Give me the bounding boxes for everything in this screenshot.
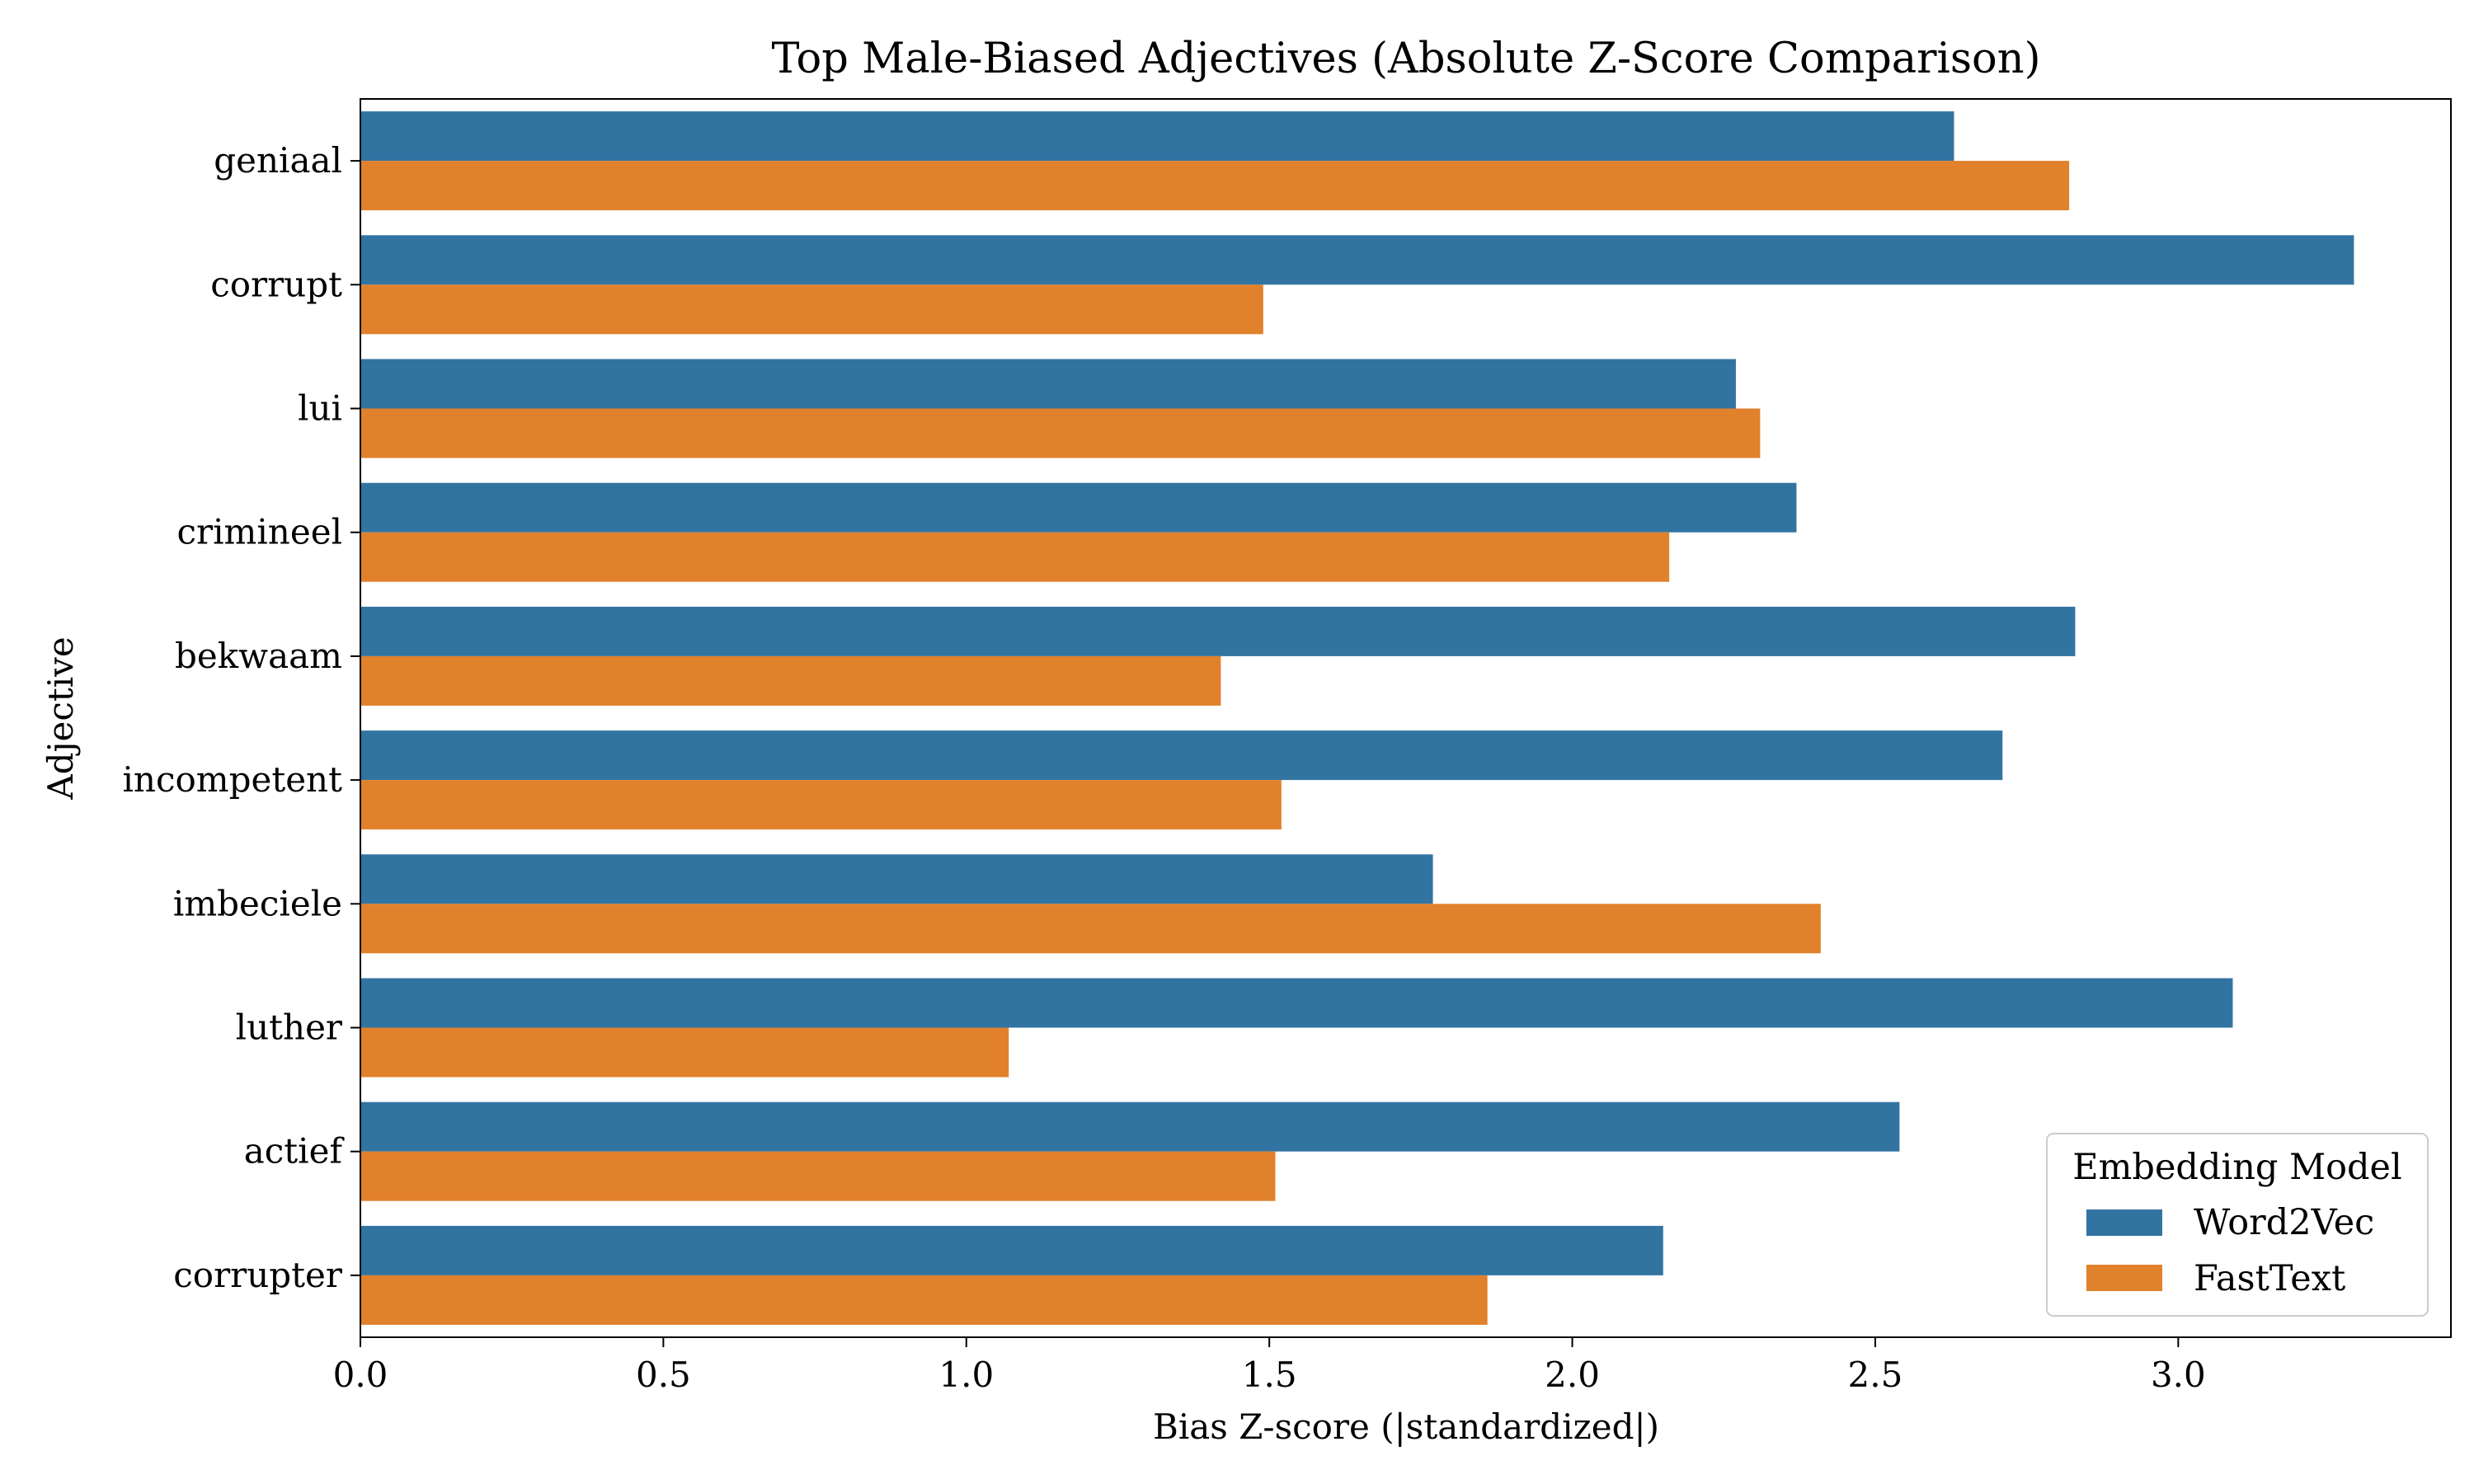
bar-word2vec-imbeciele	[360, 854, 1433, 904]
legend-title: Embedding Model	[2072, 1147, 2401, 1188]
bar-word2vec-bekwaam	[360, 606, 2076, 656]
y-tick-label-imbeciele: imbeciele	[173, 883, 342, 923]
y-tick-label-incompetent: incompetent	[122, 759, 342, 800]
y-tick-label-crimineel: crimineel	[177, 512, 342, 552]
bar-fasttext-crimineel	[360, 532, 1670, 582]
x-tick-label-2-0: 2.0	[1545, 1355, 1600, 1395]
chart-title: Top Male-Biased Adjectives (Absolute Z-S…	[772, 35, 2041, 83]
bar-word2vec-geniaal	[360, 111, 1954, 162]
legend-label-fasttext: FastText	[2194, 1258, 2345, 1299]
bar-word2vec-actief	[360, 1101, 1900, 1152]
x-tick-label-0-5: 0.5	[636, 1355, 691, 1395]
bar-word2vec-corrupt	[360, 235, 2354, 285]
legend-swatch-fasttext	[2086, 1265, 2162, 1291]
x-axis: 0.0 0.5 1.0 1.5 2.0 2.5 3.0	[333, 1337, 2206, 1395]
bar-fasttext-actief	[360, 1151, 1276, 1201]
y-tick-label-bekwaam: bekwaam	[175, 636, 342, 676]
y-tick-label-actief: actief	[244, 1131, 346, 1172]
bar-fasttext-luther	[360, 1027, 1009, 1078]
legend-label-word2vec: Word2Vec	[2194, 1202, 2374, 1243]
bar-word2vec-luther	[360, 978, 2233, 1028]
bar-fasttext-bekwaam	[360, 655, 1221, 706]
x-tick-label-3-0: 3.0	[2151, 1355, 2206, 1395]
bar-fasttext-imbeciele	[360, 904, 1821, 954]
bar-fasttext-corrupter	[360, 1275, 1488, 1325]
bar-word2vec-crimineel	[360, 482, 1797, 533]
y-tick-label-lui: lui	[298, 388, 342, 429]
bar-word2vec-corrupter	[360, 1225, 1663, 1275]
y-tick-label-corrupt: corrupt	[210, 264, 342, 304]
x-tick-label-1-5: 1.5	[1242, 1355, 1297, 1395]
x-tick-label-2-5: 2.5	[1848, 1355, 1903, 1395]
bar-word2vec-incompetent	[360, 730, 2003, 781]
bar-fasttext-corrupt	[360, 284, 1263, 335]
x-axis-label: Bias Z-score (|standardized|)	[1153, 1407, 1659, 1447]
plot-frame	[360, 98, 2452, 1338]
bar-fasttext-geniaal	[360, 161, 2070, 211]
y-tick-label-geniaal: geniaal	[214, 140, 342, 181]
bar-word2vec-lui	[360, 359, 1736, 409]
y-axis: geniaal corrupt lui crimineel bekwaam incompe…	[122, 140, 360, 1295]
y-axis-label: Adjective	[40, 636, 81, 801]
bars-group	[360, 111, 2354, 1325]
x-tick-label-0-0: 0.0	[333, 1355, 388, 1395]
y-tick-label-corrupter: corrupter	[173, 1255, 343, 1295]
bar-fasttext-lui	[360, 408, 1761, 458]
x-tick-label-1-0: 1.0	[938, 1355, 994, 1395]
bar-fasttext-incompetent	[360, 780, 1282, 830]
y-tick-label-luther: luther	[236, 1007, 343, 1048]
legend: Embedding Model Word2Vec FastText	[2046, 1133, 2429, 1317]
legend-swatch-word2vec	[2086, 1209, 2162, 1236]
